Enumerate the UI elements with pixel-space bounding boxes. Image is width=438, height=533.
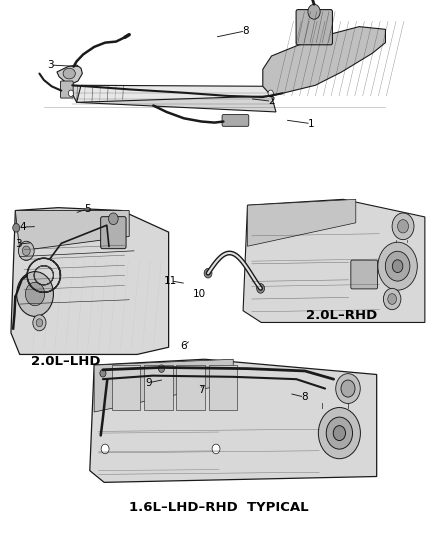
Polygon shape bbox=[11, 208, 169, 354]
Polygon shape bbox=[15, 211, 129, 251]
Circle shape bbox=[25, 282, 45, 306]
Polygon shape bbox=[94, 359, 233, 412]
Circle shape bbox=[36, 319, 42, 327]
Circle shape bbox=[257, 284, 265, 293]
Text: 5: 5 bbox=[84, 204, 91, 214]
FancyBboxPatch shape bbox=[351, 260, 378, 289]
Polygon shape bbox=[263, 27, 385, 96]
Circle shape bbox=[383, 288, 401, 310]
Circle shape bbox=[308, 4, 320, 19]
FancyBboxPatch shape bbox=[101, 216, 126, 248]
Text: 7: 7 bbox=[198, 385, 205, 395]
Circle shape bbox=[398, 220, 409, 233]
Circle shape bbox=[33, 315, 46, 331]
Ellipse shape bbox=[63, 68, 75, 79]
Polygon shape bbox=[247, 199, 356, 246]
Polygon shape bbox=[68, 85, 276, 112]
Circle shape bbox=[392, 260, 403, 272]
Circle shape bbox=[204, 269, 212, 278]
Text: 2.0L–LHD: 2.0L–LHD bbox=[31, 355, 100, 368]
FancyBboxPatch shape bbox=[296, 10, 332, 45]
Circle shape bbox=[101, 444, 109, 454]
Text: 11: 11 bbox=[164, 276, 177, 286]
Bar bbox=[144, 365, 173, 410]
Text: 8: 8 bbox=[301, 392, 308, 402]
Text: 2: 2 bbox=[268, 96, 275, 106]
Text: 4: 4 bbox=[19, 222, 26, 232]
Text: 9: 9 bbox=[145, 378, 152, 387]
Polygon shape bbox=[77, 85, 278, 102]
Bar bbox=[176, 365, 205, 410]
Circle shape bbox=[100, 369, 106, 377]
Circle shape bbox=[212, 444, 220, 454]
Circle shape bbox=[333, 426, 346, 441]
Circle shape bbox=[336, 374, 360, 403]
Circle shape bbox=[109, 213, 118, 224]
Text: 2.0L–RHD: 2.0L–RHD bbox=[306, 309, 377, 322]
Polygon shape bbox=[57, 65, 82, 84]
Bar bbox=[208, 365, 237, 410]
Circle shape bbox=[18, 241, 34, 261]
Bar bbox=[112, 365, 141, 410]
Text: 1.6L–LHD–RHD  TYPICAL: 1.6L–LHD–RHD TYPICAL bbox=[129, 501, 309, 514]
Circle shape bbox=[326, 417, 353, 449]
Polygon shape bbox=[243, 199, 425, 322]
Text: 3: 3 bbox=[15, 239, 22, 249]
FancyBboxPatch shape bbox=[222, 115, 249, 126]
Circle shape bbox=[385, 251, 410, 281]
Circle shape bbox=[68, 90, 74, 96]
Text: 1: 1 bbox=[307, 119, 314, 128]
Text: 8: 8 bbox=[242, 26, 249, 36]
Text: 6: 6 bbox=[180, 342, 187, 351]
Circle shape bbox=[388, 294, 396, 304]
Text: 10: 10 bbox=[193, 289, 206, 299]
Circle shape bbox=[378, 242, 417, 290]
Circle shape bbox=[22, 246, 30, 256]
Polygon shape bbox=[90, 359, 377, 482]
Circle shape bbox=[318, 408, 360, 459]
Circle shape bbox=[13, 223, 20, 232]
Text: 3: 3 bbox=[47, 60, 54, 70]
Circle shape bbox=[392, 213, 414, 240]
Circle shape bbox=[159, 365, 165, 373]
FancyBboxPatch shape bbox=[60, 81, 73, 98]
Circle shape bbox=[341, 380, 355, 397]
Circle shape bbox=[17, 272, 53, 317]
Circle shape bbox=[268, 90, 273, 96]
